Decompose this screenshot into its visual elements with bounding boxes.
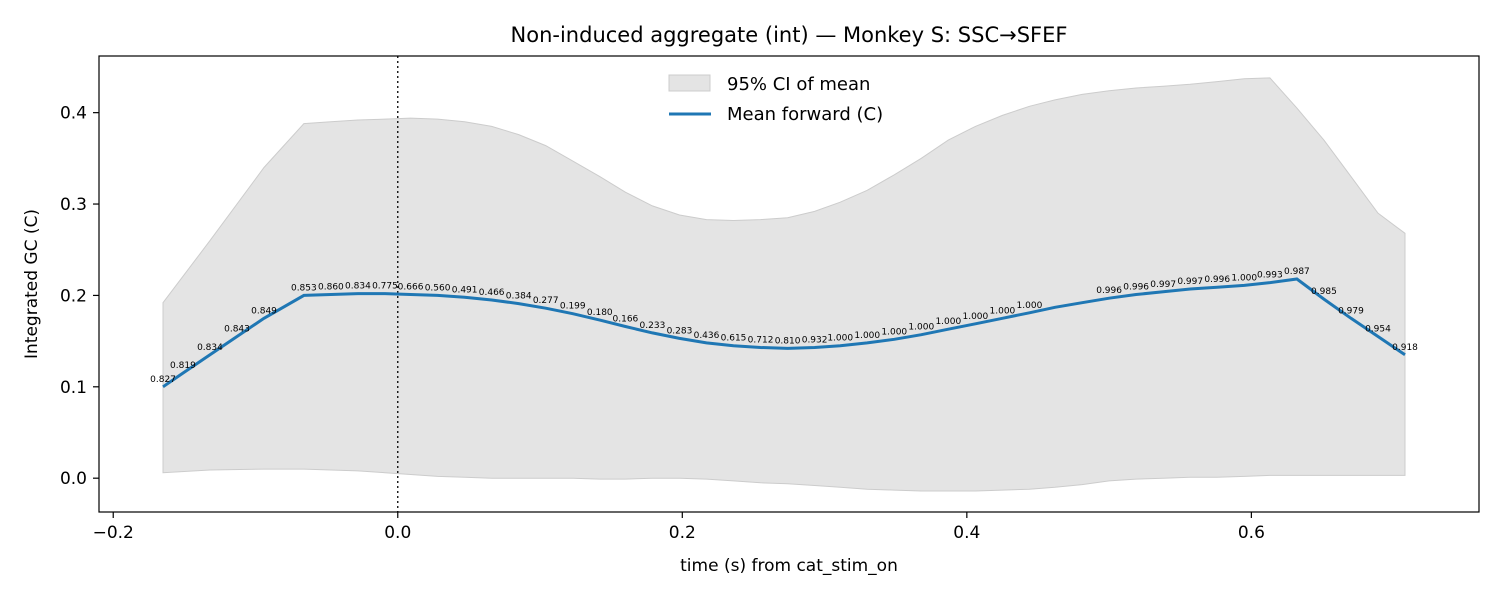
mean-forward-line xyxy=(162,277,1406,389)
point-label: 0.996 xyxy=(1123,283,1149,293)
plot-frame xyxy=(98,55,1480,513)
point-label: 0.918 xyxy=(1392,343,1418,353)
x-axis-label: time (s) from cat_stim_on xyxy=(680,556,898,576)
point-label: 0.560 xyxy=(425,283,451,293)
point-label: 0.834 xyxy=(197,343,223,353)
point-label: 0.233 xyxy=(640,321,666,331)
point-label: 0.843 xyxy=(224,325,250,335)
y-tick-label: 0.3 xyxy=(60,195,87,215)
x-tick-label: 0.6 xyxy=(1238,523,1265,543)
point-label: 0.993 xyxy=(1257,271,1283,281)
point-label: 0.277 xyxy=(533,296,559,306)
y-tick-label: 0.4 xyxy=(60,104,87,124)
point-label: 0.166 xyxy=(613,314,639,324)
legend-swatch-ci xyxy=(668,74,711,92)
point-label: 1.000 xyxy=(827,334,853,344)
y-axis: 0.0 0.1 0.2 0.3 0.4 xyxy=(60,104,99,489)
point-label: 0.615 xyxy=(721,334,747,344)
point-label: 0.283 xyxy=(667,326,693,336)
point-label: 0.180 xyxy=(587,308,613,318)
y-axis-label: Integrated GC (C) xyxy=(22,209,42,359)
point-label: 1.000 xyxy=(1231,273,1257,283)
point-label: 0.436 xyxy=(694,331,720,341)
point-label: 0.810 xyxy=(775,336,801,346)
point-label: 1.000 xyxy=(962,312,988,322)
point-label: 0.985 xyxy=(1311,287,1337,297)
x-axis: −0.2 0.0 0.2 0.4 0.6 xyxy=(93,512,1265,543)
point-label: 0.834 xyxy=(345,282,371,292)
ci-band xyxy=(162,77,1406,492)
point-label: 0.954 xyxy=(1365,325,1391,335)
point-label: 0.199 xyxy=(560,302,586,312)
point-label: 0.775 xyxy=(372,282,398,292)
legend-label-ci: 95% CI of mean xyxy=(727,74,870,95)
point-label: 0.819 xyxy=(170,361,196,371)
y-tick-label: 0.2 xyxy=(60,286,87,306)
point-label: 1.000 xyxy=(854,331,880,341)
x-tick-label: 0.0 xyxy=(384,523,411,543)
legend: 95% CI of mean Mean forward (C) xyxy=(668,74,883,125)
point-label: 0.712 xyxy=(748,336,774,346)
point-label: 0.979 xyxy=(1338,306,1364,316)
x-tick-label: −0.2 xyxy=(93,523,134,543)
point-label: 0.987 xyxy=(1284,267,1310,277)
point-label: 1.000 xyxy=(908,323,934,333)
point-label: 0.666 xyxy=(398,283,424,293)
point-label: 0.932 xyxy=(802,336,828,346)
point-label: 0.849 xyxy=(251,306,277,316)
point-label: 0.384 xyxy=(506,292,532,302)
point-label: 0.466 xyxy=(479,288,505,298)
point-label: 0.827 xyxy=(150,375,176,385)
point-label: 1.000 xyxy=(881,327,907,337)
point-label: 1.000 xyxy=(990,306,1016,316)
point-label: 0.853 xyxy=(291,283,317,293)
x-tick-label: 0.2 xyxy=(669,523,696,543)
point-label: 1.000 xyxy=(935,317,961,327)
point-label: 0.860 xyxy=(318,283,344,293)
y-tick-label: 0.1 xyxy=(60,378,87,398)
x-tick-label: 0.4 xyxy=(953,523,980,543)
point-label: 0.996 xyxy=(1096,286,1122,296)
point-label: 1.000 xyxy=(1017,301,1043,311)
point-label: 0.997 xyxy=(1150,280,1176,290)
legend-label-mean: Mean forward (C) xyxy=(727,104,883,125)
point-label: 0.996 xyxy=(1204,275,1230,285)
chart-title: Non-induced aggregate (int) — Monkey S: … xyxy=(511,23,1068,47)
point-label: 0.997 xyxy=(1177,277,1203,287)
point-label: 0.491 xyxy=(452,285,478,295)
y-tick-label: 0.0 xyxy=(60,469,87,489)
